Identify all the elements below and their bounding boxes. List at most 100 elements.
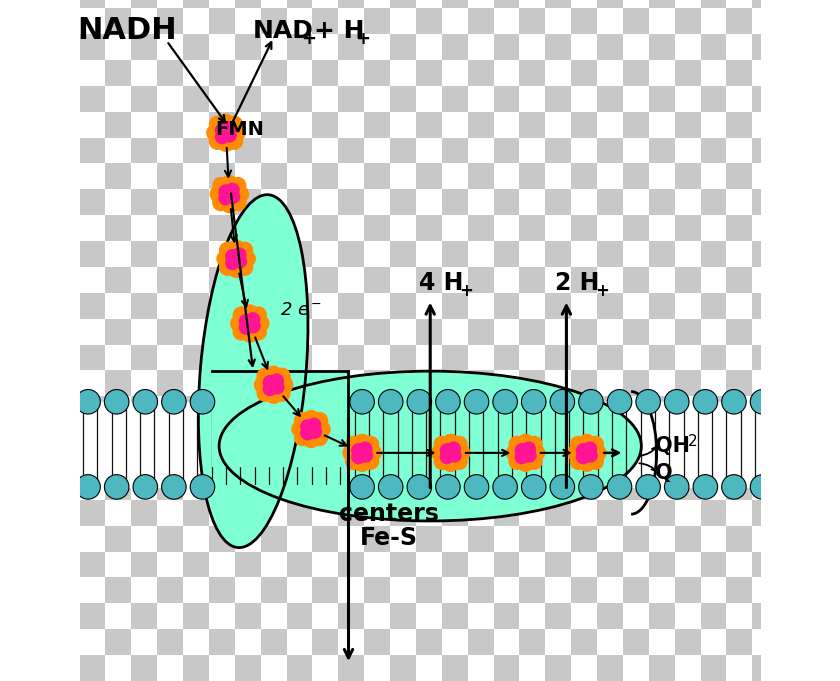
Bar — [183, 189, 209, 215]
Bar — [545, 319, 571, 345]
Bar — [753, 0, 778, 8]
Circle shape — [465, 390, 489, 414]
Bar — [648, 112, 675, 138]
Bar — [623, 112, 648, 138]
Bar — [545, 655, 571, 681]
Bar — [545, 603, 571, 629]
Text: 2 e$^-$: 2 e$^-$ — [281, 301, 323, 319]
Bar — [623, 396, 648, 422]
Bar — [209, 345, 234, 370]
Bar — [519, 163, 545, 189]
Bar — [623, 267, 648, 293]
Bar — [494, 396, 519, 422]
Bar — [648, 8, 675, 34]
Bar — [442, 474, 468, 500]
Bar — [416, 60, 442, 86]
Bar — [468, 370, 494, 396]
Circle shape — [222, 121, 236, 136]
Bar — [701, 345, 727, 370]
Bar — [312, 138, 339, 163]
Bar — [701, 215, 727, 241]
Bar — [260, 474, 286, 500]
Bar — [286, 500, 312, 526]
Circle shape — [190, 390, 215, 414]
Bar — [54, 8, 80, 34]
Circle shape — [291, 420, 308, 438]
Bar — [571, 474, 597, 500]
Bar — [365, 267, 390, 293]
Bar — [468, 552, 494, 577]
Bar — [183, 60, 209, 86]
Bar — [54, 655, 80, 681]
Bar — [675, 241, 701, 267]
Circle shape — [570, 453, 587, 470]
Circle shape — [239, 314, 254, 328]
Bar — [727, 345, 753, 370]
Circle shape — [450, 453, 468, 470]
Bar — [80, 603, 105, 629]
Bar — [468, 526, 494, 552]
Circle shape — [590, 444, 606, 462]
Bar — [753, 319, 778, 345]
Bar — [545, 500, 571, 526]
Circle shape — [579, 390, 603, 414]
Bar — [648, 345, 675, 370]
Bar — [442, 448, 468, 474]
Bar — [286, 448, 312, 474]
Bar — [286, 34, 312, 60]
Bar — [390, 448, 416, 474]
Bar — [494, 163, 519, 189]
Bar — [339, 112, 365, 138]
Bar — [365, 474, 390, 500]
Bar — [234, 655, 260, 681]
Bar — [597, 603, 623, 629]
Bar — [727, 138, 753, 163]
Bar — [468, 422, 494, 448]
Circle shape — [230, 315, 247, 332]
Bar — [727, 60, 753, 86]
Bar — [234, 112, 260, 138]
Bar — [312, 345, 339, 370]
Circle shape — [270, 373, 284, 388]
Bar — [494, 241, 519, 267]
Bar — [468, 474, 494, 500]
Circle shape — [206, 124, 223, 142]
Circle shape — [362, 453, 380, 470]
Circle shape — [575, 449, 591, 464]
Bar — [648, 448, 675, 474]
Bar — [648, 526, 675, 552]
Bar — [157, 163, 183, 189]
Bar — [234, 293, 260, 319]
Bar — [648, 34, 675, 60]
Bar — [468, 345, 494, 370]
Bar — [54, 163, 80, 189]
Bar — [54, 241, 80, 267]
Bar — [260, 629, 286, 655]
Ellipse shape — [198, 195, 308, 548]
Circle shape — [215, 123, 229, 138]
Bar — [234, 60, 260, 86]
Circle shape — [223, 128, 237, 142]
Bar — [545, 112, 571, 138]
Bar — [209, 138, 234, 163]
Bar — [365, 138, 390, 163]
Bar — [519, 448, 545, 474]
Bar — [365, 370, 390, 396]
Bar — [727, 215, 753, 241]
Bar — [442, 422, 468, 448]
Circle shape — [249, 323, 267, 340]
Bar — [105, 448, 131, 474]
Circle shape — [493, 475, 517, 499]
Bar — [390, 8, 416, 34]
Bar — [339, 60, 365, 86]
Bar — [519, 474, 545, 500]
Bar — [675, 655, 701, 681]
Bar — [623, 34, 648, 60]
Circle shape — [447, 448, 462, 462]
Circle shape — [439, 443, 454, 458]
Bar — [494, 112, 519, 138]
Bar — [623, 448, 648, 474]
Bar — [339, 448, 365, 474]
Bar — [183, 448, 209, 474]
Bar — [157, 448, 183, 474]
